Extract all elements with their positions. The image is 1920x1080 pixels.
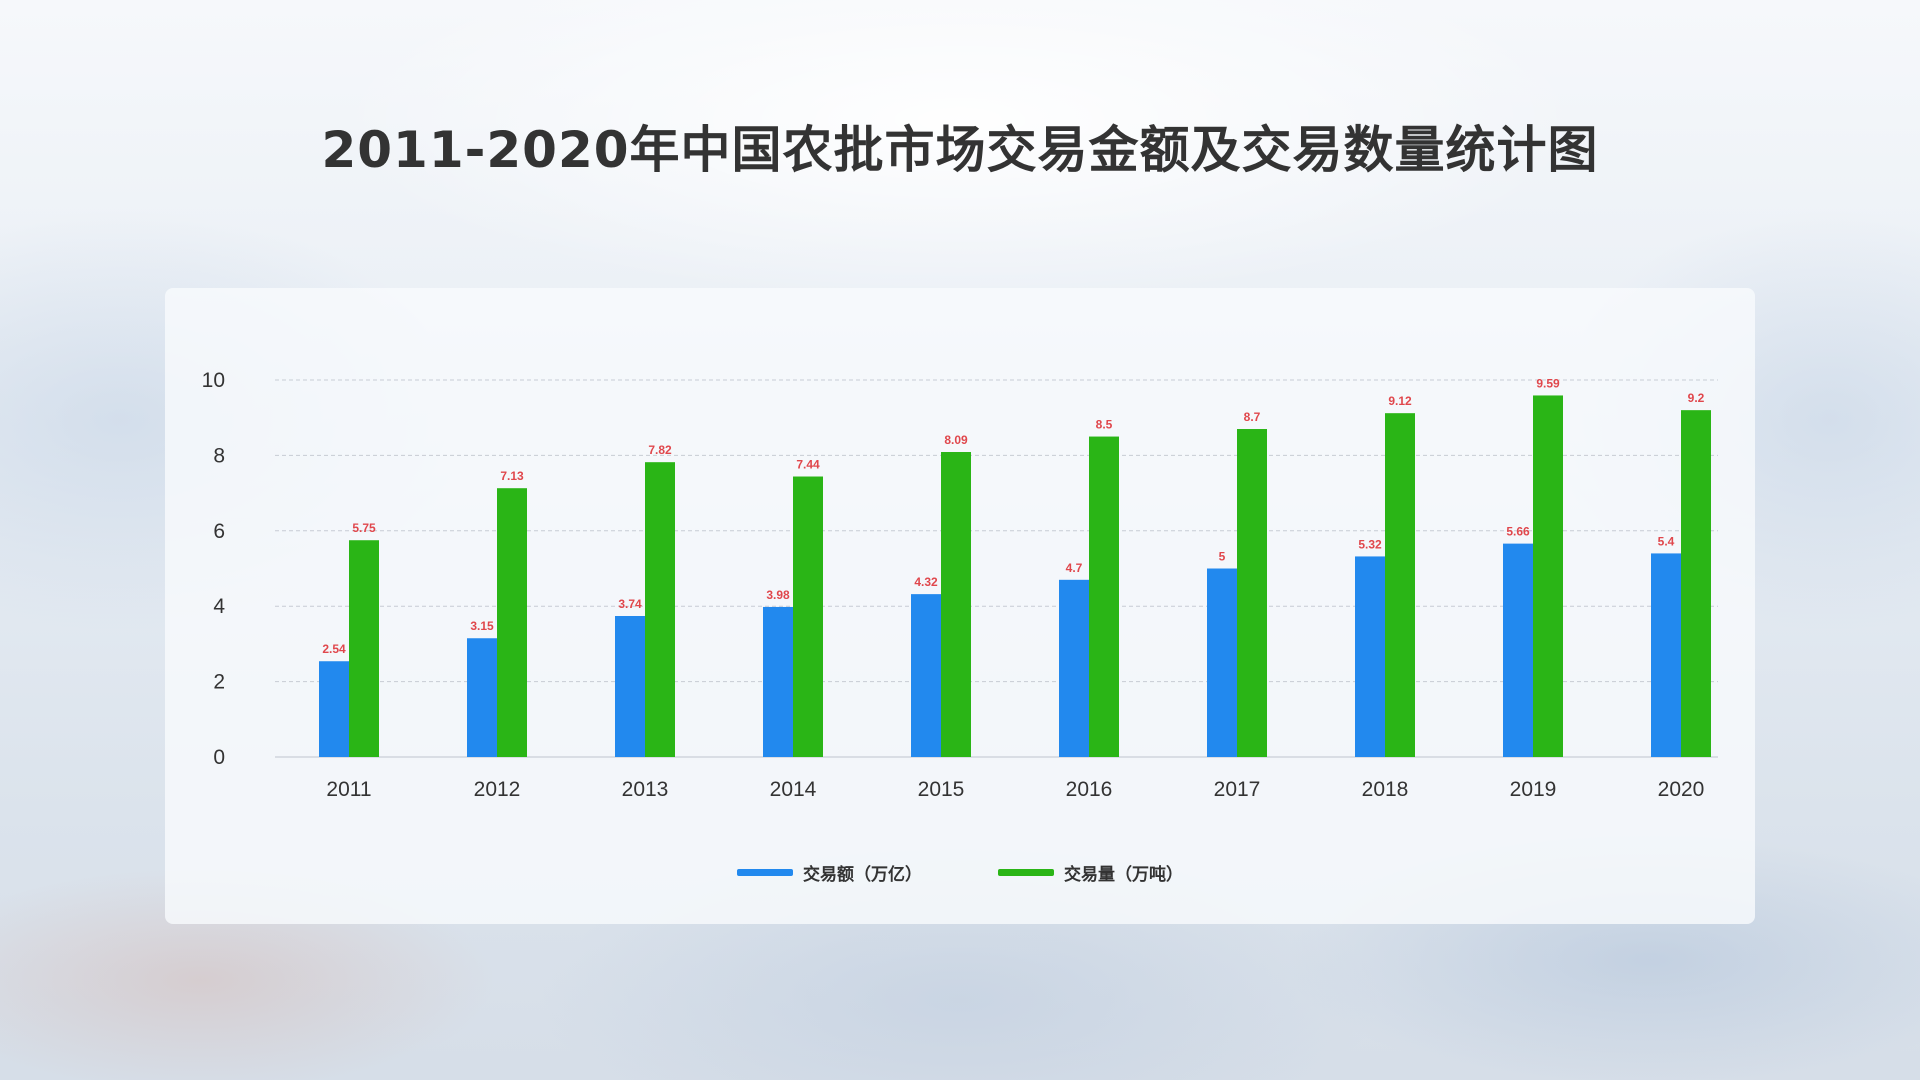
y-tick-label: 2 [213,671,225,694]
bar-amount[interactable] [1207,568,1237,758]
x-axis-ticks: 2011 2012 2013 2014 2015 2016 2017 2018 2019 2020 [326,778,1704,801]
bar-volume[interactable] [793,476,823,757]
data-label-amount: 2.54 [322,642,346,656]
bar-volume[interactable] [1681,410,1711,757]
data-labels: 2.54 5.75 3.15 7.13 3.74 7.82 3.98 7.44 4.32 8.09… [322,376,1704,656]
x-tick-label: 2017 [1214,778,1261,801]
data-label-volume: 9.59 [1536,376,1560,390]
bar-volume[interactable] [645,462,675,757]
data-label-amount: 5.66 [1506,525,1530,539]
bar-amount[interactable] [1059,579,1089,757]
bar-amount[interactable] [1651,553,1681,757]
chart-title: 2011-2020年中国农批市场交易金额及交易数量统计图 [321,121,1599,179]
data-label-volume: 8.7 [1244,410,1261,424]
data-label-amount: 3.15 [470,619,494,633]
data-label-amount: 3.98 [766,588,790,602]
x-tick-label: 2014 [770,778,817,801]
bar-volume[interactable] [497,488,527,757]
y-tick-label: 0 [213,746,225,769]
bar-volume[interactable] [1089,436,1119,757]
legend-swatch-volume [998,869,1054,876]
data-label-volume: 9.2 [1688,391,1705,405]
data-label-volume: 8.09 [944,433,968,447]
bar-volume[interactable] [1385,413,1415,757]
data-label-amount: 4.7 [1066,561,1083,575]
y-tick-label: 10 [202,369,225,392]
data-label-volume: 7.13 [500,469,524,483]
data-label-amount: 5.4 [1658,534,1675,548]
x-tick-label: 2018 [1362,778,1409,801]
data-label-amount: 5 [1219,550,1226,564]
bar-amount[interactable] [763,606,793,757]
bar-amount[interactable] [615,616,645,757]
legend-item-volume[interactable]: 交易量（万吨） [998,860,1183,885]
legend-label-amount: 交易额（万亿） [803,865,922,885]
bar-volume[interactable] [349,540,379,757]
legend-item-amount[interactable]: 交易额（万亿） [737,860,922,885]
legend-label-volume: 交易量（万吨） [1064,865,1183,885]
bar-amount[interactable] [319,661,349,757]
x-tick-label: 2020 [1658,778,1705,801]
x-tick-label: 2013 [622,778,669,801]
bar-volume[interactable] [941,452,971,757]
data-label-volume: 5.75 [352,521,376,535]
bar-amount[interactable] [467,638,497,757]
y-tick-label: 8 [213,444,225,467]
x-tick-label: 2011 [326,778,371,801]
data-label-volume: 9.12 [1388,394,1412,408]
data-label-volume: 8.5 [1096,418,1113,432]
legend-swatch-amount [737,869,793,876]
x-tick-label: 2015 [918,778,965,801]
data-label-volume: 7.44 [796,458,820,472]
data-label-amount: 5.32 [1358,537,1382,551]
bar-amount[interactable] [1503,543,1533,757]
x-tick-label: 2012 [474,778,521,801]
bar-amount[interactable] [1355,556,1385,757]
bar-volume[interactable] [1237,429,1267,757]
data-label-amount: 4.32 [914,575,938,589]
y-tick-label: 4 [213,595,225,618]
data-label-volume: 7.82 [648,443,672,457]
y-tick-label: 6 [213,520,225,543]
bars [319,395,1711,757]
bar-amount[interactable] [911,594,941,757]
legend: 交易额（万亿） 交易量（万吨） [0,860,1920,885]
data-label-amount: 3.74 [618,597,642,611]
bar-volume[interactable] [1533,395,1563,757]
y-axis-ticks: 0 2 4 6 8 10 [202,369,226,769]
x-tick-label: 2019 [1510,778,1557,801]
x-tick-label: 2016 [1066,778,1113,801]
